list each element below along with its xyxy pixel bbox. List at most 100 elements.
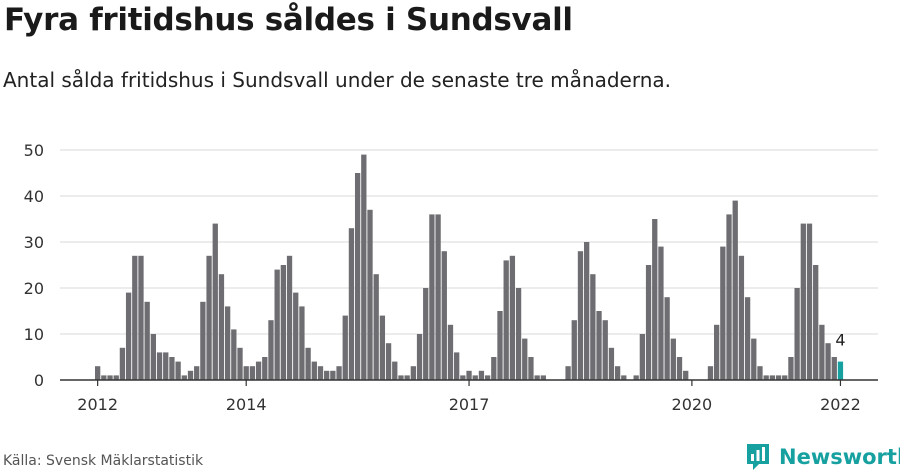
bar [751,338,757,380]
bar [95,366,101,380]
bar [707,366,714,380]
newsworthy-brand[interactable]: Newsworthy [745,442,900,472]
bar [249,366,256,380]
bar [150,334,157,380]
bar [113,375,119,380]
bar [633,375,639,380]
bar [342,315,348,380]
bar [726,214,732,380]
bar [187,370,194,380]
y-axis-ticks: 0 10 20 30 40 50 [24,141,44,390]
bar [194,366,200,380]
y-tick-label: 0 [34,371,44,390]
bar [757,366,763,380]
bar [169,357,175,380]
x-tick-label: 2014 [226,395,267,414]
bar [237,347,243,380]
bar [354,173,361,380]
bar [441,251,447,380]
bar [645,265,652,380]
bar [429,214,435,380]
bar [584,242,590,380]
y-tick-label: 30 [24,233,44,252]
y-tick-label: 10 [24,325,44,344]
bar [435,214,441,380]
bar [788,357,794,380]
bar [819,324,825,380]
bar [800,223,806,380]
chart-title: Fyra fritidshus såldes i Sundsvall [4,2,573,38]
bar [831,357,837,380]
bar [268,320,274,380]
bar [806,223,813,380]
bar [534,375,540,380]
bar-latest [837,361,844,380]
newsworthy-logo-icon [747,444,769,470]
bar [825,343,831,380]
bar [379,315,386,380]
bar [410,366,416,380]
bar [658,246,664,380]
bar [231,329,237,380]
bar [472,375,478,380]
bar [775,375,782,380]
bar [738,255,745,380]
bar [509,255,516,380]
bar [454,352,460,380]
bar [156,352,163,380]
bar [367,209,373,380]
bar [639,334,646,380]
bar [392,361,398,380]
x-tick-label: 2017 [449,395,490,414]
bar [138,255,144,380]
y-tick-label: 40 [24,187,44,206]
bar [280,265,286,380]
bar [181,375,187,380]
bar [361,154,367,380]
bar [714,324,720,380]
bar [522,338,528,380]
bar [243,366,249,380]
bar [614,366,621,380]
bar [596,311,602,380]
bar [404,375,410,380]
y-tick-label: 50 [24,141,44,160]
bar [447,324,454,380]
bar [125,292,132,380]
bar [262,357,268,380]
bar [163,352,169,380]
bar [478,370,485,380]
grid-lines [60,149,878,335]
bar [305,347,311,380]
bar [608,347,615,380]
x-tick-label: 2022 [820,395,861,414]
bar [794,288,800,380]
bar [293,292,299,380]
bar [286,255,293,380]
bar [206,255,212,380]
bar [484,375,491,380]
x-tick-label: 2012 [77,395,118,414]
bar [744,297,751,380]
bar [255,361,262,380]
brand-name: Newsworthy [779,445,900,469]
y-tick-label: 20 [24,279,44,298]
bar [460,375,466,380]
bar [515,288,522,380]
bar [373,274,379,380]
bar [577,251,584,380]
bar-chart: 0 10 20 30 40 50 2012 2014 2017 2020 2022 4 [24,141,878,414]
bar [416,334,423,380]
x-tick-label: 2020 [672,395,713,414]
bar [119,347,126,380]
bar [769,375,776,380]
bar [132,255,138,380]
bar [398,375,404,380]
bar [763,375,769,380]
bar [330,370,336,380]
bar [317,366,324,380]
bar [676,357,683,380]
bar [503,260,509,380]
bar [590,274,596,380]
bar [720,246,726,380]
